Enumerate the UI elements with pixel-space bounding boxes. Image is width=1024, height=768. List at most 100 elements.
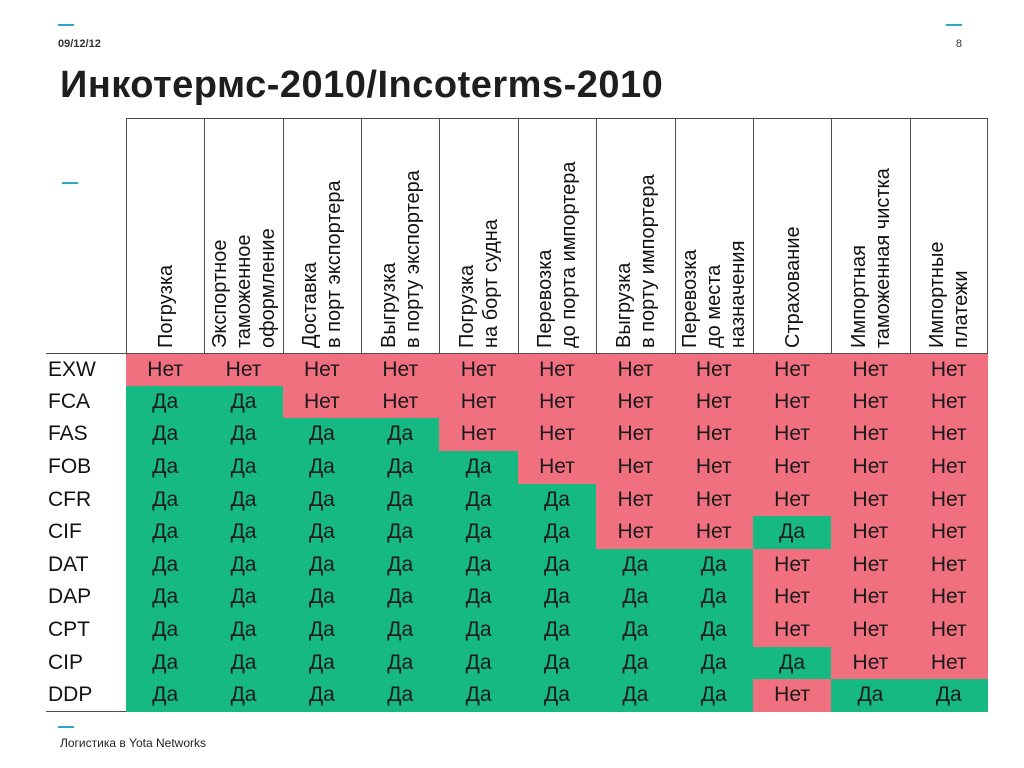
- row-term-label: DAP: [48, 585, 92, 609]
- table-cell: Да: [517, 516, 597, 549]
- column-header: Перевозка до порта импортера: [517, 118, 597, 353]
- table-cell: Нет: [831, 483, 910, 517]
- table-cell: Нет: [517, 450, 597, 484]
- column-header-label: Доставка в порт экспортера: [299, 179, 346, 348]
- table-cell: Да: [282, 516, 362, 549]
- table-cell: Да: [126, 483, 205, 517]
- row-term-label: DAT: [48, 552, 89, 576]
- table-cell: Нет: [596, 418, 675, 451]
- table-cell: Нет: [282, 353, 362, 386]
- table-cell: Да: [517, 483, 597, 517]
- column-header-label-wrap: Перевозка до места назначения: [676, 119, 753, 353]
- row-term-label: FOB: [48, 454, 92, 478]
- table-cell: Да: [282, 450, 362, 484]
- table-cell: Нет: [831, 418, 910, 451]
- table-cell: Да: [282, 614, 362, 647]
- table-cell: Нет: [909, 450, 988, 484]
- table-cell: Да: [204, 679, 283, 712]
- table-cell: Нет: [596, 483, 675, 517]
- table-cell: Да: [674, 581, 753, 614]
- table-cell: Нет: [596, 385, 675, 419]
- column-header: Страхование: [752, 118, 832, 353]
- table-cell: Нет: [282, 385, 362, 419]
- row-term-label: CFR: [48, 487, 92, 511]
- page-title: Инкотермс-2010/Incoterms-2010: [60, 64, 664, 106]
- column-header-label: Выгрузка в порту экспортера: [377, 169, 424, 348]
- slide-footer: Логистика в Yota Networks: [60, 736, 206, 750]
- row-term-label: DDP: [48, 683, 93, 707]
- table-cell: Да: [282, 646, 362, 680]
- table-cell: Да: [596, 646, 675, 680]
- table-cell: Да: [282, 418, 362, 451]
- table-cell: Нет: [752, 385, 832, 419]
- table-cell: Нет: [752, 548, 832, 582]
- row-term-label: FAS: [48, 422, 88, 446]
- column-header-label-wrap: Погрузка на борт судна: [440, 119, 517, 353]
- column-header-label-wrap: Доставка в порт экспортера: [284, 119, 361, 353]
- table-cell: Да: [204, 385, 283, 419]
- table-cell: Нет: [517, 418, 597, 451]
- column-header-label-wrap: Импортные платежи: [911, 119, 988, 353]
- table-cell: Да: [361, 614, 440, 647]
- table-cell: Да: [126, 581, 205, 614]
- table-cell: Да: [126, 450, 205, 484]
- table-cell: Нет: [752, 483, 832, 517]
- table-cell: Нет: [909, 418, 988, 451]
- column-header-label-wrap: Выгрузка в порту экспортера: [362, 119, 439, 353]
- table-cell: Да: [204, 483, 283, 517]
- column-header: Экспортное таможенное оформление: [204, 118, 283, 353]
- table-cell: Нет: [439, 418, 518, 451]
- column-header: Выгрузка в порту импортера: [596, 118, 675, 353]
- table-cell: Нет: [752, 679, 832, 712]
- table-cell: Да: [596, 548, 675, 582]
- table-cell: Да: [674, 548, 753, 582]
- table-cell: Нет: [596, 353, 675, 386]
- column-header-label: Импортные платежи: [926, 241, 973, 348]
- table-cell: Нет: [831, 516, 910, 549]
- table-cell: Да: [204, 516, 283, 549]
- table-cell: Да: [752, 646, 832, 680]
- table-cell: Да: [204, 548, 283, 582]
- table-cell: Нет: [596, 450, 675, 484]
- table-cell: Да: [674, 614, 753, 647]
- top-right-accent-dash: [946, 24, 962, 26]
- table-cell: Да: [126, 646, 205, 680]
- column-header-label-wrap: Импортная таможенная чистка: [832, 119, 909, 353]
- table-cell: Да: [361, 548, 440, 582]
- column-header-label: Выгрузка в порту импортера: [612, 173, 659, 348]
- table-cell: Да: [439, 614, 518, 647]
- row-term-label: EXW: [46, 353, 126, 386]
- column-header-label: Импортная таможенная чистка: [847, 167, 894, 348]
- table-cell: Да: [361, 516, 440, 549]
- table-cell: Да: [439, 581, 518, 614]
- corner-accent-dash: [62, 182, 78, 184]
- table-cell: Нет: [361, 353, 440, 386]
- table-cell: Нет: [596, 516, 675, 549]
- row-term-label: CIF: [48, 520, 82, 544]
- table-cell: Да: [439, 679, 518, 712]
- table-cell: Да: [204, 450, 283, 484]
- row-term-label: CPT: [48, 618, 90, 641]
- table-cell: Нет: [831, 385, 910, 419]
- column-header: Импортная таможенная чистка: [831, 118, 910, 353]
- table-cell: Да: [517, 548, 597, 582]
- table-cell: Нет: [674, 483, 753, 517]
- column-header-label-wrap: Страхование: [754, 119, 831, 353]
- table-cell: Нет: [909, 548, 988, 582]
- table-cell: Нет: [909, 581, 988, 614]
- table-cell: Нет: [752, 353, 832, 386]
- table-cell: Нет: [674, 516, 753, 549]
- table-cell: Нет: [439, 353, 518, 386]
- table-cell: Да: [126, 385, 205, 419]
- table-cell: Да: [204, 581, 283, 614]
- column-header-label-wrap: Экспортное таможенное оформление: [205, 119, 282, 353]
- table-cell: Нет: [831, 450, 910, 484]
- table-cell: Да: [517, 581, 597, 614]
- table-cell: Нет: [674, 418, 753, 451]
- top-left-accent-dash: [58, 24, 74, 26]
- table-cell: Да: [282, 679, 362, 712]
- column-header-label: Перевозка до порта импортера: [534, 161, 581, 348]
- table-cell: Да: [439, 646, 518, 680]
- column-header-label: Экспортное таможенное оформление: [209, 227, 280, 348]
- column-header-label: Перевозка до места назначения: [679, 240, 750, 348]
